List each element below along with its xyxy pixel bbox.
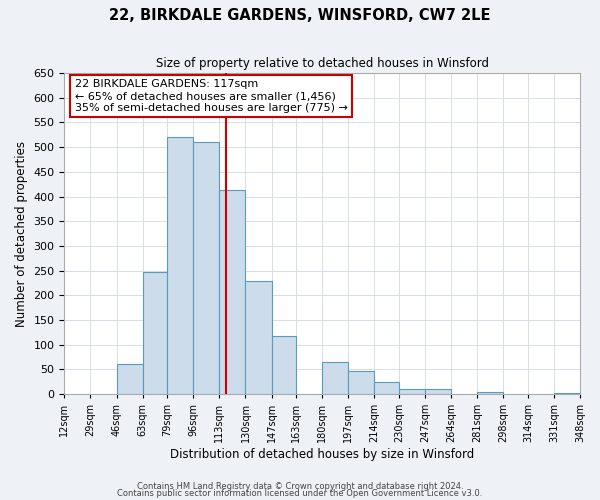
Bar xyxy=(193,142,220,394)
Bar xyxy=(220,190,245,394)
Text: Contains public sector information licensed under the Open Government Licence v3: Contains public sector information licen… xyxy=(118,489,482,498)
Bar xyxy=(425,389,451,394)
Bar xyxy=(245,281,272,394)
Bar xyxy=(554,393,580,394)
Bar xyxy=(272,336,296,394)
Bar xyxy=(477,392,503,394)
X-axis label: Distribution of detached houses by size in Winsford: Distribution of detached houses by size … xyxy=(170,448,475,461)
Title: Size of property relative to detached houses in Winsford: Size of property relative to detached ho… xyxy=(156,58,489,70)
Bar xyxy=(143,272,167,394)
Text: Contains HM Land Registry data © Crown copyright and database right 2024.: Contains HM Land Registry data © Crown c… xyxy=(137,482,463,491)
Bar xyxy=(167,137,193,394)
Text: 22, BIRKDALE GARDENS, WINSFORD, CW7 2LE: 22, BIRKDALE GARDENS, WINSFORD, CW7 2LE xyxy=(109,8,491,22)
Text: 22 BIRKDALE GARDENS: 117sqm
← 65% of detached houses are smaller (1,456)
35% of : 22 BIRKDALE GARDENS: 117sqm ← 65% of det… xyxy=(75,80,347,112)
Bar xyxy=(322,362,348,394)
Bar xyxy=(116,364,143,394)
Bar xyxy=(348,372,374,394)
Y-axis label: Number of detached properties: Number of detached properties xyxy=(15,140,28,326)
Bar xyxy=(399,389,425,394)
Bar xyxy=(374,382,399,394)
